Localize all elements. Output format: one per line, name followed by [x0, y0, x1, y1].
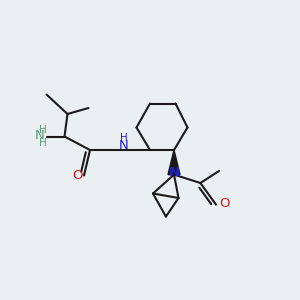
- Text: H: H: [120, 133, 128, 143]
- Text: O: O: [72, 169, 83, 182]
- Text: N: N: [168, 166, 180, 179]
- Text: O: O: [220, 197, 230, 210]
- Polygon shape: [168, 150, 180, 175]
- Text: N: N: [35, 129, 45, 142]
- Text: H: H: [39, 125, 47, 136]
- Text: N: N: [119, 139, 128, 152]
- Text: H: H: [39, 138, 47, 148]
